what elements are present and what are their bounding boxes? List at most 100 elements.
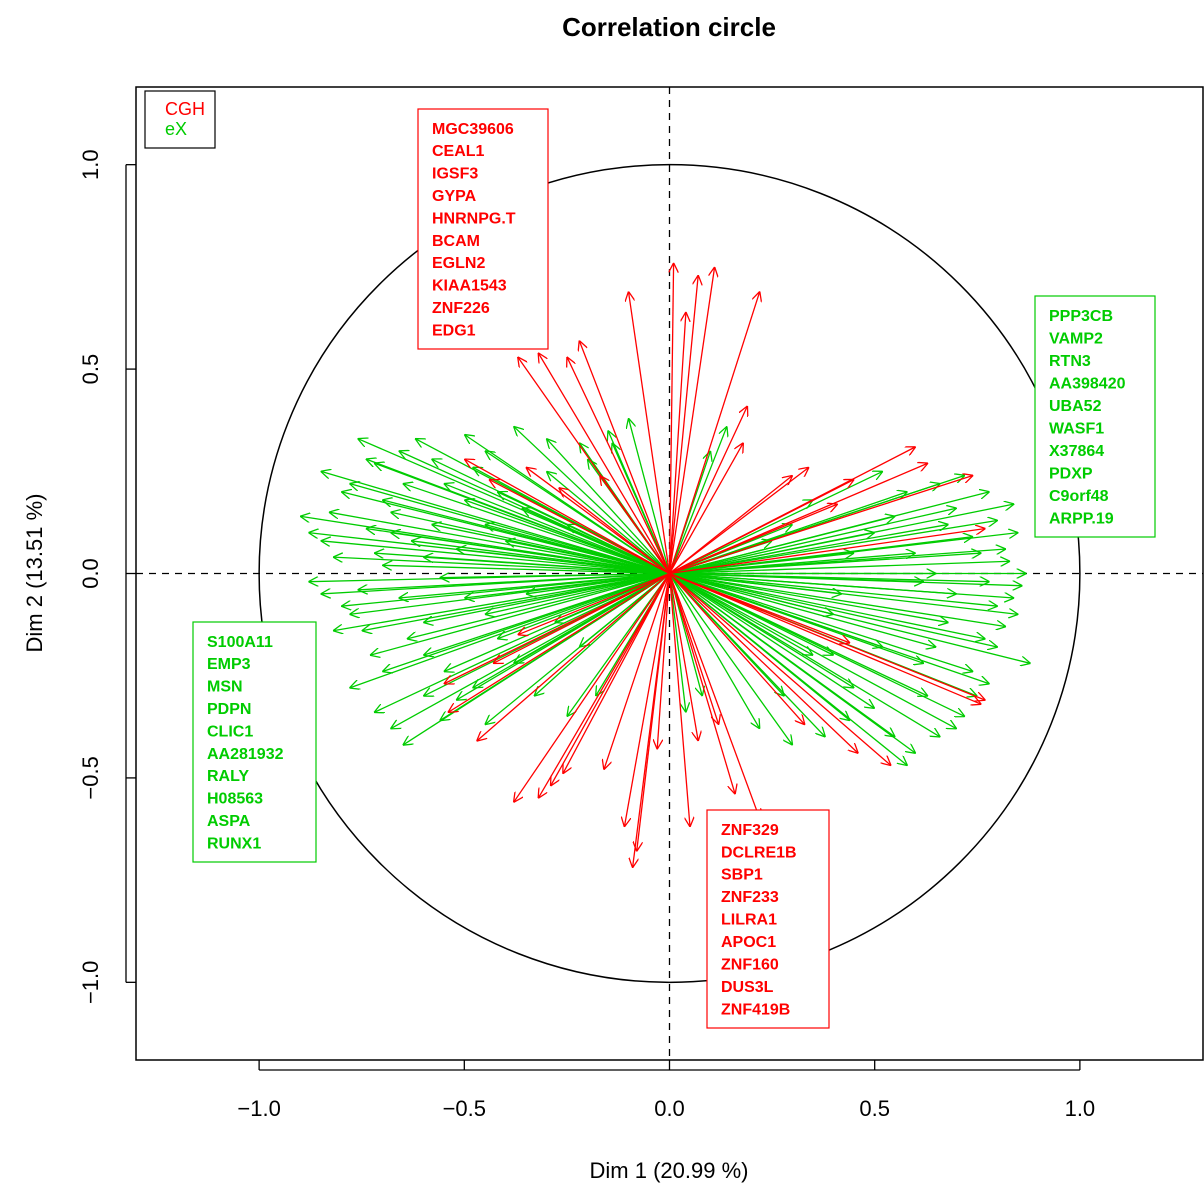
arrow-ex: [669, 572, 974, 672]
label-box-frame: [192, 621, 317, 863]
chart-title: Correlation circle: [562, 12, 776, 42]
arrow-cgh: [559, 488, 670, 575]
arrow-ex: [374, 572, 670, 713]
arrow-cgh: [563, 573, 671, 774]
arrow-cgh: [526, 467, 670, 575]
gene-label: ZNF226: [432, 300, 490, 317]
gene-label: X37864: [1049, 443, 1104, 460]
arrow-ex: [669, 572, 986, 639]
y-tick-label: 0.0: [78, 558, 103, 589]
arrow-cgh: [669, 573, 859, 754]
gene-label: EDG1: [432, 322, 476, 339]
arrow-cgh: [668, 275, 699, 574]
gene-label: WASF1: [1049, 420, 1104, 437]
arrow-ex: [329, 512, 670, 575]
arrow-ex: [669, 572, 855, 688]
arrow-ex: [669, 572, 842, 594]
arrow-ex: [366, 459, 670, 575]
arrow-ex: [668, 573, 686, 713]
arrow-cgh: [600, 475, 671, 574]
gene-label: DUS3L: [721, 979, 774, 996]
gene-label: RTN3: [1049, 353, 1091, 370]
arrow-cgh: [489, 479, 670, 575]
label-box-frame: [417, 108, 549, 350]
axis-ticks: −1.0 −0.5 0.0 0.5 1.0 −1.0 −0.5 0.0 0.5 1.0: [78, 149, 1095, 1121]
arrow-ex: [321, 541, 670, 575]
gene-label: MGC39606: [432, 121, 514, 138]
label-box-frame: [1034, 295, 1156, 538]
arrow-cgh: [604, 573, 671, 770]
gene-label: BCAM: [432, 233, 480, 250]
label-box-ex-left: S100A11 EMP3 MSN PDPN CLIC1 AA281932 RALY H0856…: [192, 621, 317, 863]
arrow-ex: [669, 553, 916, 575]
arrow-ex: [366, 529, 670, 575]
gene-label: DCLRE1B: [721, 844, 797, 861]
gene-label: PDPN: [207, 701, 251, 718]
gene-label: ZNF233: [721, 889, 779, 906]
arrow-ex: [440, 574, 670, 578]
x-tick-label: 0.0: [654, 1096, 685, 1121]
arrow-ex: [669, 553, 855, 575]
arrow-cgh: [448, 572, 670, 713]
arrow-ex: [399, 572, 670, 599]
gene-label: ARPP.19: [1049, 510, 1114, 527]
gene-label: UBA52: [1049, 398, 1102, 415]
arrow-ex: [669, 572, 834, 615]
arrow-ex: [362, 572, 670, 631]
arrow-cgh: [567, 357, 671, 574]
arrow-cgh: [668, 573, 719, 725]
arrow-cgh: [669, 573, 892, 766]
arrow-ex: [526, 572, 670, 594]
arrow-ex: [668, 426, 727, 574]
arrow-ex: [567, 573, 671, 717]
arrow-ex: [669, 572, 1007, 627]
gene-label: C9orf48: [1049, 488, 1109, 505]
y-tick-label: 0.5: [78, 354, 103, 385]
arrow-ex: [669, 573, 826, 738]
arrow-cgh: [637, 573, 671, 852]
arrow-cgh: [657, 573, 671, 750]
arrow-ex: [514, 426, 670, 574]
gene-label: KIAA1543: [432, 278, 507, 295]
arrow-cgh: [550, 573, 671, 787]
y-tick-label: 1.0: [78, 149, 103, 180]
x-axis-title: Dim 1 (20.99 %): [590, 1158, 749, 1183]
arrow-cgh: [624, 573, 671, 827]
gene-label: H08563: [207, 791, 263, 808]
arrow-cgh: [464, 459, 670, 575]
arrow-ex: [456, 549, 670, 575]
arrow-cgh: [668, 573, 760, 819]
arrow-cgh: [668, 267, 715, 574]
gene-label: ZNF160: [721, 957, 779, 974]
legend-item-cgh: CGH: [165, 99, 205, 119]
arrow-ex: [669, 504, 1015, 575]
gene-label: IGSF3: [432, 166, 478, 183]
arrow-ex: [358, 572, 670, 590]
arrow-ex: [628, 418, 671, 574]
arrow-cgh: [579, 340, 671, 574]
x-tick-label: −0.5: [443, 1096, 486, 1121]
arrow-cgh: [538, 573, 671, 799]
arrow-ex: [546, 439, 670, 574]
arrow-cgh: [538, 353, 671, 574]
arrow-ex: [669, 572, 929, 697]
arrow-cgh: [668, 573, 736, 795]
x-tick-label: −1.0: [237, 1096, 280, 1121]
gene-label: ASPA: [207, 813, 251, 830]
gene-label: CEAL1: [432, 143, 485, 160]
gene-label: AA398420: [1049, 375, 1126, 392]
arrow-cgh: [518, 572, 670, 635]
arrow-ex: [612, 443, 671, 574]
arrow-ex: [669, 516, 896, 575]
arrow-ex: [669, 572, 896, 738]
arrow-ex: [464, 572, 670, 599]
arrow-ex: [403, 484, 670, 575]
gene-label: APOC1: [721, 934, 776, 951]
label-box-cgh-top-center: MGC39606 CEAL1 IGSF3 GYPA HNRNPG.T BCAM EGLN2 K…: [417, 108, 549, 350]
arrow-cgh: [444, 572, 670, 684]
x-tick-label: 0.5: [859, 1096, 890, 1121]
arrow-cgh: [668, 406, 748, 574]
arrow-cgh: [669, 572, 982, 705]
arrow-cgh: [669, 475, 974, 575]
legend-item-ex: eX: [165, 119, 187, 139]
